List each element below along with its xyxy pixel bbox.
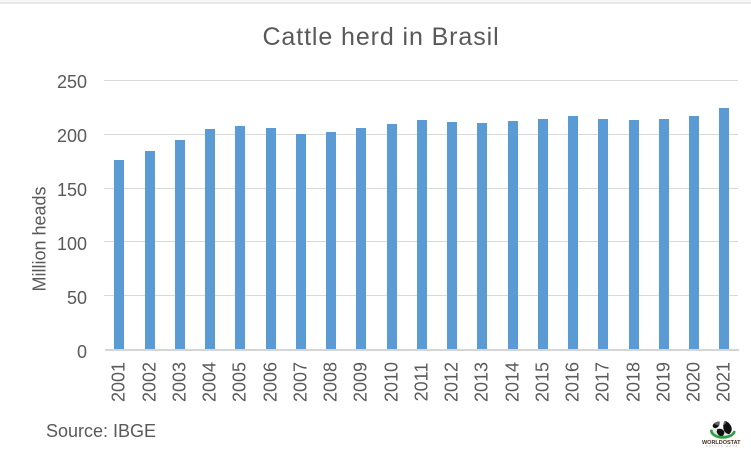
svg-text:CATTLE DATA: CATTLE DATA	[706, 445, 738, 448]
svg-text:WORLDOSTAT: WORLDOSTAT	[702, 440, 741, 446]
